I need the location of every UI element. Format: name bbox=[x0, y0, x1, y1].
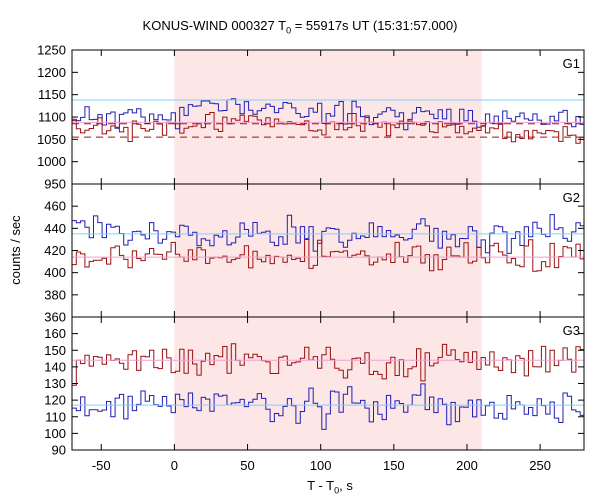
highlight-interval bbox=[174, 184, 482, 317]
panel-label: G2 bbox=[563, 190, 580, 205]
x-tick-label: 250 bbox=[529, 458, 551, 473]
y-tick-label: 1150 bbox=[38, 87, 66, 102]
panel-label: G3 bbox=[563, 323, 580, 338]
x-tick-label: 150 bbox=[383, 458, 405, 473]
panel-1: 950 1000 1050 1100 1150 1200 1250 G1 bbox=[37, 43, 585, 192]
y-tick-label: 1100 bbox=[38, 110, 66, 125]
y-tick-label: 90 bbox=[52, 443, 66, 458]
x-axis-ticks: -50 0 50 100 150 200 250 bbox=[92, 458, 551, 473]
chart-title: KONUS-WIND 000327 T0 = 55917s UT (15:31:… bbox=[142, 18, 458, 36]
y-tick-label: 150 bbox=[44, 343, 66, 358]
x-tick-label: 0 bbox=[171, 458, 178, 473]
y-tick-label: 100 bbox=[44, 426, 66, 441]
y-tick-label: 110 bbox=[45, 409, 66, 424]
highlight-interval bbox=[174, 50, 482, 184]
panel-2: 360 380 400 420 440 460 G2 bbox=[44, 183, 585, 325]
series-blue-G2 bbox=[72, 214, 584, 254]
y-tick-label: 140 bbox=[44, 359, 66, 374]
x-axis-label: T - T0, s bbox=[307, 478, 353, 496]
y-tick-label: 950 bbox=[44, 177, 66, 192]
y-tick-label: 440 bbox=[44, 221, 66, 236]
series-blue-G3 bbox=[72, 383, 584, 430]
y-tick-label: 160 bbox=[44, 326, 66, 341]
y-tick-label: 400 bbox=[44, 265, 66, 280]
series-red-G3 bbox=[72, 343, 584, 386]
y-tick-label: 460 bbox=[44, 199, 66, 214]
panel-label: G1 bbox=[563, 56, 580, 71]
y-tick-label: 1000 bbox=[37, 154, 66, 169]
y-tick-label: 1050 bbox=[37, 132, 66, 147]
y-tick-label: 420 bbox=[44, 243, 66, 258]
y-tick-label: 1250 bbox=[37, 43, 66, 58]
x-tick-label: 200 bbox=[456, 458, 478, 473]
y-tick-label: 130 bbox=[44, 376, 66, 391]
y-tick-label: 360 bbox=[44, 310, 66, 325]
x-tick-label: 100 bbox=[310, 458, 332, 473]
series-blue-G1 bbox=[72, 98, 584, 131]
y-tick-label: 1200 bbox=[37, 65, 66, 80]
y-tick-label: 120 bbox=[44, 393, 66, 408]
x-tick-label: -50 bbox=[92, 458, 111, 473]
y-tick-label: 380 bbox=[44, 287, 66, 302]
highlight-interval bbox=[174, 317, 482, 450]
x-tick-label: 50 bbox=[240, 458, 254, 473]
